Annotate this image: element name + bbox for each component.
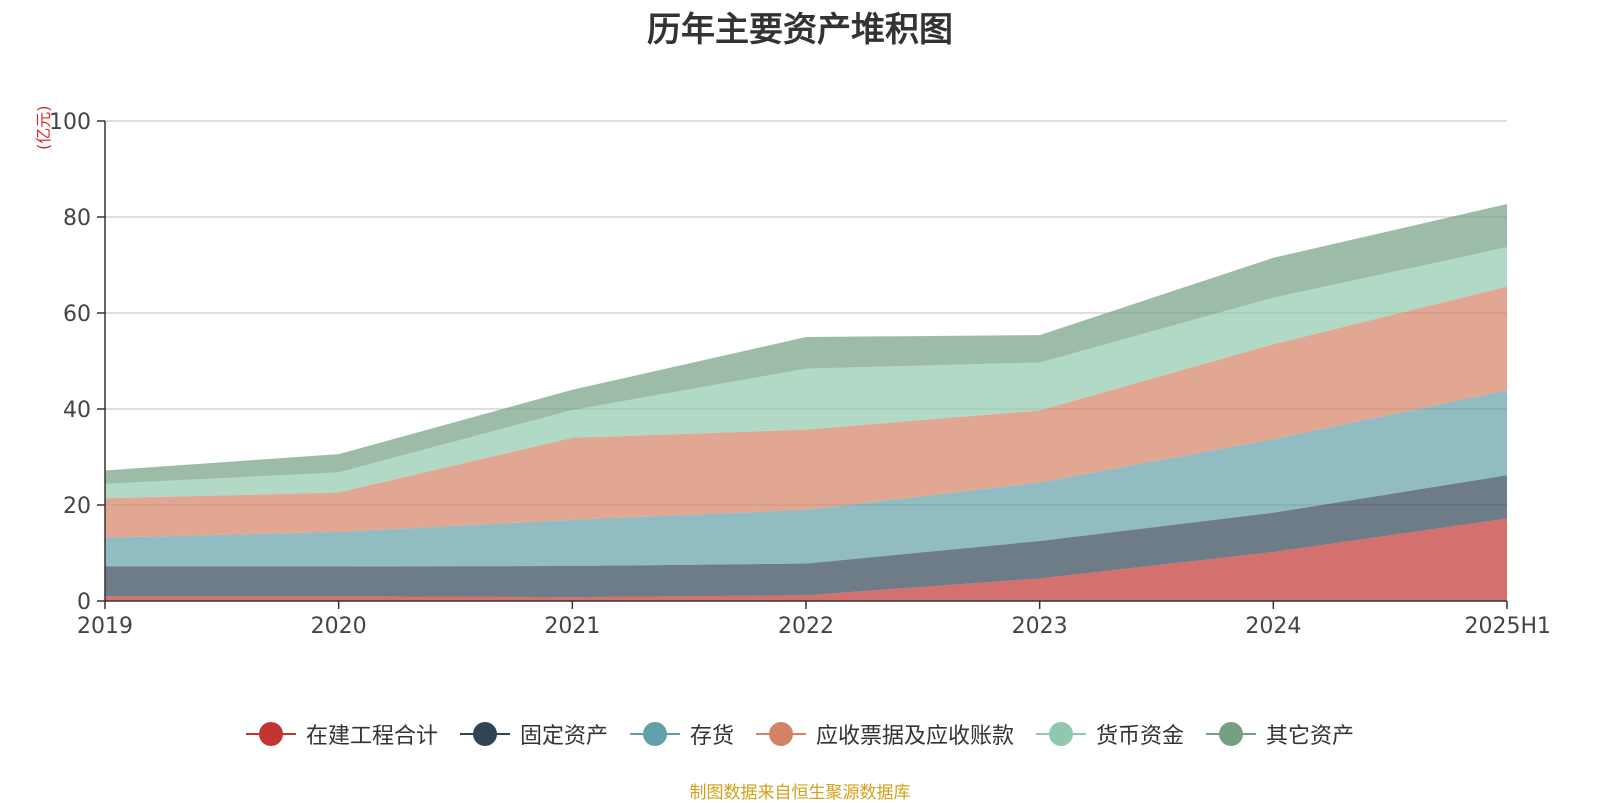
chart-title: 历年主要资产堆积图: [647, 10, 953, 50]
x-tick-label: 2021: [544, 614, 600, 639]
area-在建工程合计: [105, 518, 1507, 601]
legend-label: 存货: [689, 724, 734, 749]
legend-item[interactable]: 其它资产: [1206, 718, 1354, 750]
y-tick-label: 100: [49, 110, 91, 135]
source-note: 制图数据来自恒生聚源数据库: [689, 783, 911, 803]
legend-label: 货币资金: [1096, 724, 1185, 749]
y-tick-label: 40: [63, 398, 91, 423]
x-tick-label: 2019: [77, 614, 133, 639]
axes: 0 20 40 60 80 100 2019 2020 2021 2022 2023 2024 2025…: [49, 110, 1551, 639]
legend-label: 其它资产: [1266, 724, 1355, 749]
area-固定资产: [105, 475, 1507, 598]
legend-marker-dot: [642, 722, 667, 746]
legend-item[interactable]: 存货: [629, 718, 734, 750]
legend-item[interactable]: 货币资金: [1036, 718, 1184, 750]
legend-marker-icon: [1206, 722, 1257, 746]
area-其它资产: [105, 204, 1507, 484]
legend-item[interactable]: 应收票据及应收账款: [756, 718, 1014, 750]
area-应收票据及应收账款: [105, 286, 1507, 538]
x-tick-label: 2023: [1012, 614, 1068, 639]
legend-marker-dot: [769, 722, 793, 746]
legend-marker-icon: [245, 722, 296, 746]
legend-marker-icon: [1036, 722, 1087, 746]
x-tick-label: 2024: [1245, 614, 1301, 639]
legend-marker-dot: [1049, 722, 1074, 746]
legend-label: 应收票据及应收账款: [816, 724, 1015, 749]
legend-marker-icon: [459, 722, 510, 746]
y-tick-label: 60: [63, 302, 91, 327]
y-tick-label: 80: [63, 206, 91, 231]
legend-item[interactable]: 在建工程合计: [245, 718, 438, 750]
legend-marker-dot: [1219, 722, 1244, 746]
y-tick-label: 0: [77, 590, 91, 615]
legend-marker-icon: [756, 722, 806, 746]
stacked-area-chart: 0 20 40 60 80 100 2019 2020 2021 2022 2023 2024 2025…: [49, 110, 1551, 639]
area-存货: [105, 390, 1507, 567]
area-series: [105, 204, 1507, 601]
x-tick-label: 2025H1: [1464, 614, 1551, 639]
x-tick-label: 2020: [311, 614, 367, 639]
legend: 在建工程合计 固定资产 存货 应收票据及应收账款 货币资金 其它资产: [0, 718, 1600, 750]
legend-item[interactable]: 固定资产: [459, 718, 608, 750]
legend-marker-dot: [258, 722, 283, 746]
y-tick-label: 20: [63, 494, 91, 519]
legend-label: 在建工程合计: [305, 724, 438, 749]
x-tick-label: 2022: [778, 614, 834, 639]
area-货币资金: [105, 247, 1507, 499]
legend-label: 固定资产: [519, 724, 608, 749]
legend-marker-dot: [472, 722, 497, 746]
legend-marker-icon: [629, 722, 680, 746]
